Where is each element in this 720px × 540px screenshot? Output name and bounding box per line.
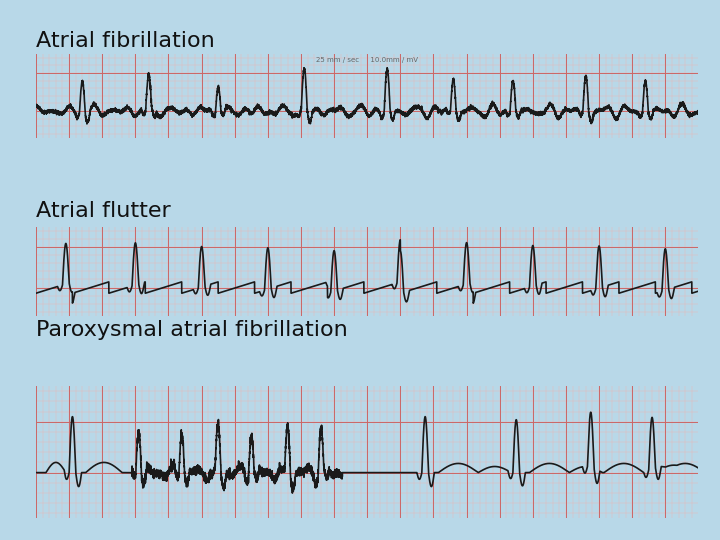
Text: Atrial flutter: Atrial flutter	[36, 201, 171, 221]
Text: 25 mm / sec     10.0mm / mV: 25 mm / sec 10.0mm / mV	[316, 57, 418, 63]
Text: Paroxysmal atrial fibrillation: Paroxysmal atrial fibrillation	[36, 320, 348, 340]
Text: Atrial fibrillation: Atrial fibrillation	[36, 31, 215, 51]
